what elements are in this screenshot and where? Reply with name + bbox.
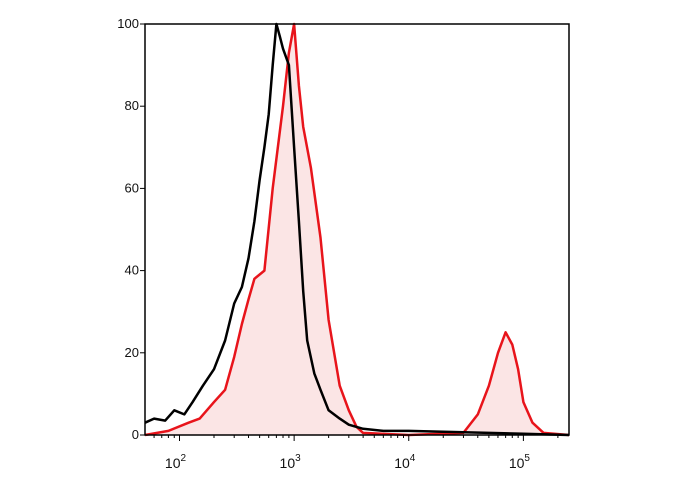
y-tick-label-4: 80 bbox=[125, 98, 139, 113]
y-tick-label-0: 0 bbox=[132, 427, 139, 442]
chart-marks bbox=[144, 22, 570, 437]
plot-frame bbox=[144, 23, 570, 436]
x-tick-label-1: 103 bbox=[280, 453, 302, 471]
axes: 0 20 40 60 80 100 102 103 104 105 bbox=[117, 16, 559, 471]
y-tick-label-1: 20 bbox=[125, 345, 139, 360]
series-line-1 bbox=[144, 22, 570, 437]
series-line-0 bbox=[144, 22, 570, 437]
y-tick-label-2: 40 bbox=[125, 263, 139, 278]
x-tick-label-0: 102 bbox=[165, 453, 187, 471]
series-area-1 bbox=[145, 24, 569, 435]
y-tick-label-5: 100 bbox=[117, 16, 139, 31]
x-tick-label-2: 104 bbox=[394, 453, 416, 471]
y-tick-label-3: 60 bbox=[125, 180, 139, 195]
x-tick-label-3: 105 bbox=[509, 453, 531, 471]
